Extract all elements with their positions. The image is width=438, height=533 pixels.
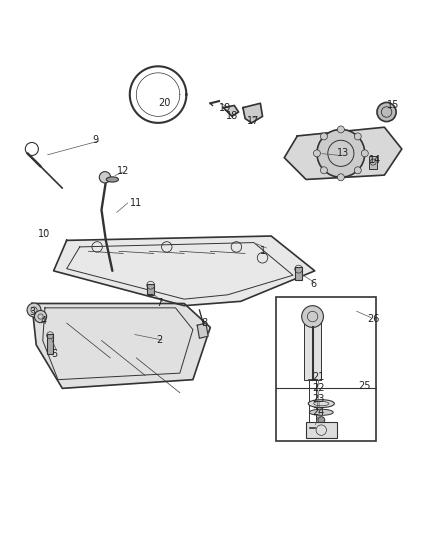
- Text: 4: 4: [41, 316, 47, 326]
- Circle shape: [99, 172, 111, 183]
- Circle shape: [318, 417, 325, 424]
- Text: 15: 15: [387, 100, 399, 110]
- Text: 3: 3: [30, 307, 36, 317]
- Polygon shape: [223, 106, 239, 116]
- Circle shape: [361, 150, 368, 157]
- Bar: [304, 314, 321, 379]
- Polygon shape: [32, 303, 210, 389]
- Bar: [276, 297, 376, 441]
- Text: 11: 11: [130, 198, 142, 208]
- Circle shape: [321, 133, 328, 140]
- Bar: [147, 284, 154, 295]
- Circle shape: [314, 150, 321, 157]
- Text: 24: 24: [313, 407, 325, 417]
- Circle shape: [35, 310, 47, 322]
- Circle shape: [317, 130, 365, 177]
- Bar: [47, 334, 53, 353]
- Text: 25: 25: [358, 381, 371, 391]
- Text: 20: 20: [158, 98, 170, 108]
- Bar: [306, 422, 336, 439]
- Text: 26: 26: [367, 314, 379, 324]
- Text: 23: 23: [313, 394, 325, 404]
- Text: 9: 9: [93, 135, 99, 146]
- Text: 19: 19: [219, 103, 231, 112]
- Text: 5: 5: [51, 349, 58, 359]
- Circle shape: [321, 167, 328, 174]
- Text: 18: 18: [226, 111, 238, 122]
- Bar: [369, 156, 377, 168]
- Text: 2: 2: [156, 335, 162, 345]
- Text: 22: 22: [313, 383, 325, 393]
- Polygon shape: [197, 323, 208, 338]
- Text: 12: 12: [117, 166, 129, 176]
- Ellipse shape: [106, 177, 118, 182]
- Ellipse shape: [309, 409, 333, 415]
- Circle shape: [337, 174, 344, 181]
- Ellipse shape: [308, 400, 334, 408]
- Text: 10: 10: [39, 229, 51, 239]
- Circle shape: [337, 126, 344, 133]
- Bar: [309, 379, 317, 427]
- Circle shape: [302, 305, 323, 327]
- Text: 21: 21: [313, 373, 325, 383]
- Text: 8: 8: [201, 318, 208, 328]
- Text: 1: 1: [260, 246, 266, 256]
- Circle shape: [354, 167, 361, 174]
- Text: 6: 6: [311, 279, 317, 289]
- Polygon shape: [53, 236, 315, 305]
- Polygon shape: [284, 127, 402, 180]
- Text: 17: 17: [247, 116, 260, 126]
- Polygon shape: [243, 103, 262, 123]
- Bar: [295, 268, 302, 279]
- Circle shape: [27, 303, 41, 317]
- Text: 7: 7: [156, 298, 162, 309]
- Text: 13: 13: [336, 148, 349, 158]
- Text: 14: 14: [369, 155, 381, 165]
- Circle shape: [377, 102, 396, 122]
- Circle shape: [354, 133, 361, 140]
